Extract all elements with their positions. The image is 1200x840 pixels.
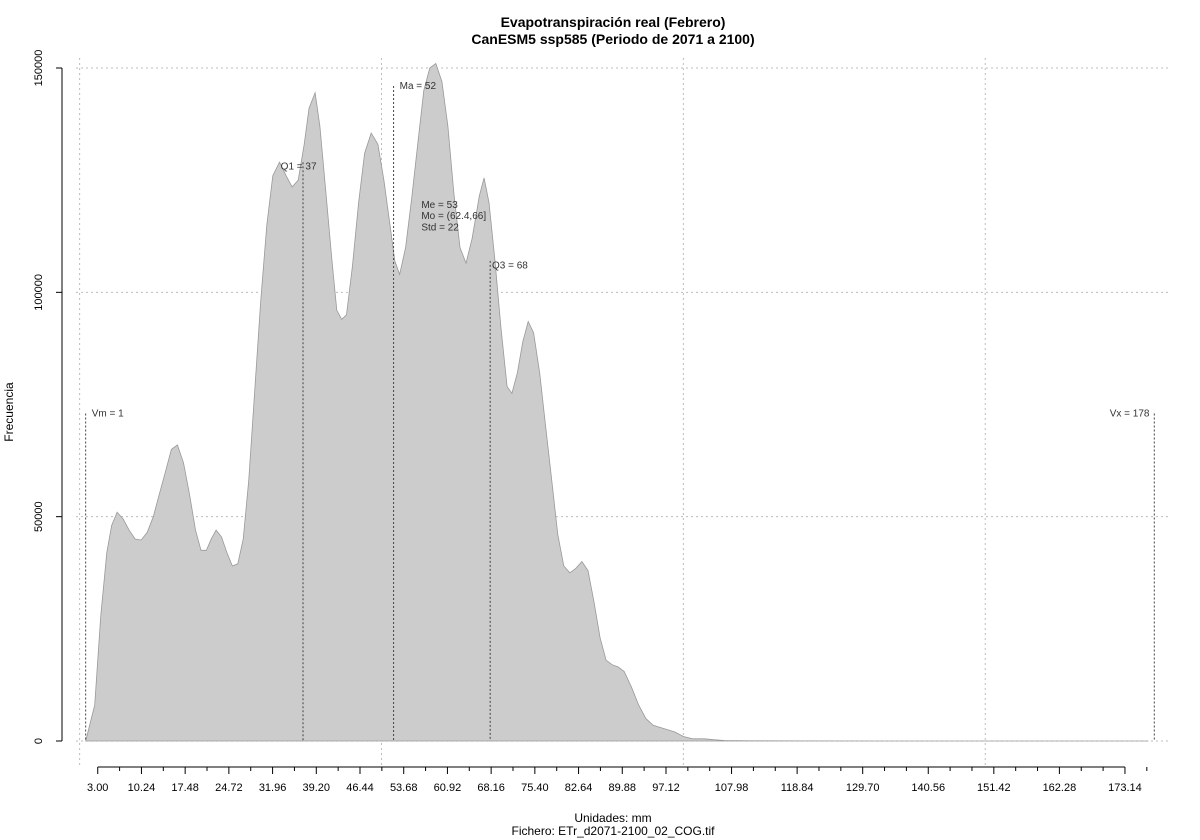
x-tick-label: 68.16 [477, 782, 505, 794]
x-tick-label: 39.20 [303, 782, 331, 794]
statistic-lines [85, 85, 1155, 741]
x-tick-label: 107.98 [715, 782, 749, 794]
x-tick-label: 173.14 [1108, 782, 1142, 794]
y-tick-label: 50000 [33, 501, 45, 532]
statistic-label: Me = 53 [421, 200, 458, 211]
x-tick-label: 24.72 [215, 782, 243, 794]
x-tick-label: 10.24 [128, 782, 156, 794]
x-tick-label: 82.64 [565, 782, 593, 794]
file-name-label: Fichero: ETr_d2071-2100_02_COG.tif [512, 824, 716, 838]
x-tick-label: 129.70 [846, 782, 880, 794]
x-tick-label: 3.00 [87, 782, 108, 794]
chart-title: Evapotranspiración real (Febrero) [501, 14, 726, 30]
x-tick-label: 162.28 [1043, 782, 1077, 794]
density-polygon [85, 62, 1149, 742]
x-tick-label: 151.42 [977, 782, 1011, 794]
x-axis-title: Unidades: mm [574, 811, 651, 825]
x-tick-label: 140.56 [911, 782, 945, 794]
y-axis-title: Frecuencia [2, 382, 16, 442]
chart-subtitle: CanESM5 ssp585 (Periodo de 2071 a 2100) [471, 31, 754, 47]
y-tick-label: 150000 [33, 50, 45, 87]
statistic-label: Std = 22 [421, 222, 459, 233]
statistic-label: Vx = 178 [1110, 408, 1150, 419]
density-area [85, 62, 1149, 742]
x-tick-label: 75.40 [521, 782, 549, 794]
y-tick-label: 0 [33, 738, 45, 744]
x-axis: 3.00 10.24 17.48 24.72 31.96 39.20 46.44 53.68 6… [87, 766, 1148, 794]
x-tick-label: 89.88 [609, 782, 637, 794]
x-tick-label: 118.84 [781, 782, 814, 794]
statistic-label: Q1 = 37 [281, 162, 317, 173]
x-tick-label: 53.68 [390, 782, 418, 794]
statistic-label: Vm = 1 [92, 408, 124, 419]
x-tick-label: 17.48 [171, 782, 199, 794]
x-tick-label: 97.12 [652, 782, 680, 794]
statistic-label: Mo = (62.4,66] [421, 211, 486, 222]
y-tick-label: 100000 [33, 274, 45, 311]
x-tick-label: 60.92 [434, 782, 462, 794]
y-axis: 0 50000 100000 150000 [33, 50, 63, 744]
x-tick-label: 46.44 [346, 782, 374, 794]
statistic-label: Ma = 52 [400, 81, 437, 92]
statistic-label: Q3 = 68 [492, 260, 528, 271]
x-tick-label: 31.96 [259, 782, 287, 794]
